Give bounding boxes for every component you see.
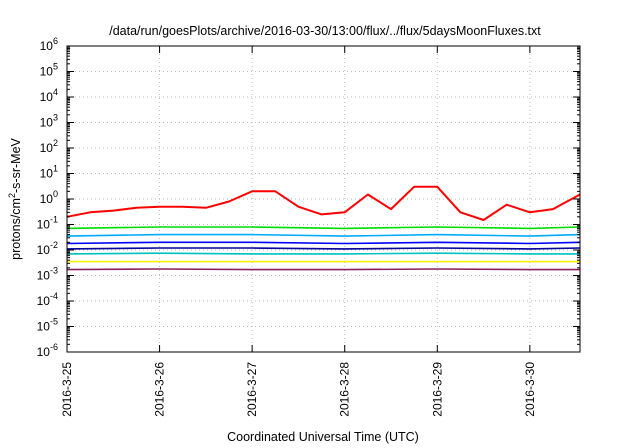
ticks <box>66 45 580 353</box>
series-line <box>66 226 581 230</box>
y-tick-label: 10-2 <box>37 240 58 257</box>
series-line <box>66 247 581 250</box>
y-tick-label: 10-6 <box>37 342 58 359</box>
y-tick-label: 10-5 <box>37 317 58 334</box>
y-tick-label: 10-4 <box>37 291 58 308</box>
x-tick-label: 2016-3-26 <box>153 362 167 417</box>
y-tick-label: 105 <box>40 62 58 79</box>
y-tick-label: 106 <box>40 36 58 53</box>
plot-area <box>66 185 581 271</box>
x-tick-labels: 2016-3-25 2016-3-26 2016-3-27 2016-3-28 2016… <box>60 362 537 417</box>
x-tick-label: 2016-3-29 <box>430 362 444 417</box>
y-tick-label: 10-3 <box>37 266 58 283</box>
y-tick-labels: 10-6 10-5 10-4 10-3 10-2 10-1 100 101 102 103 104 1… <box>37 36 58 359</box>
grid <box>67 46 580 352</box>
y-tick-label: 101 <box>40 164 58 181</box>
x-tick-label: 2016-3-28 <box>338 362 352 417</box>
series-line <box>66 268 580 271</box>
chart-title: /data/run/goesPlots/archive/2016-03-30/1… <box>109 24 541 38</box>
series-line <box>66 252 580 255</box>
y-tick-label: 104 <box>40 87 58 104</box>
series-line <box>66 185 581 221</box>
x-tick-label: 2016-3-25 <box>60 362 74 417</box>
y-axis-title: protons/cm2-s-sr-MeV <box>7 137 23 259</box>
y-tick-label: 103 <box>40 113 58 130</box>
y-tick-label: 100 <box>40 189 58 206</box>
x-tick-label: 2016-3-30 <box>523 362 537 417</box>
x-tick-label: 2016-3-27 <box>245 362 259 417</box>
y-tick-label: 102 <box>40 138 58 155</box>
series-line <box>66 241 581 245</box>
y-tick-label: 10-1 <box>37 215 58 232</box>
series-line <box>66 233 581 237</box>
x-axis-title: Coordinated Universal Time (UTC) <box>227 430 419 444</box>
